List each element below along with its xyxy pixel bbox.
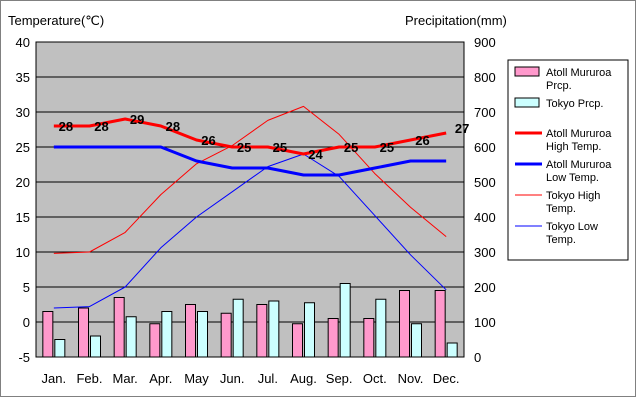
line-tokyo-low — [53, 153, 447, 309]
data-label: 28 — [94, 119, 108, 134]
x-tick-label: Dec. — [433, 371, 460, 386]
right-tick-label: 400 — [474, 210, 496, 225]
left-axis-ticks: 40 35 30 25 20 15 10 5 0 -5 — [16, 35, 30, 365]
right-axis-title: Precipitation(mm) — [405, 13, 507, 28]
bar-atoll-prcp — [327, 318, 339, 358]
data-label: 28 — [59, 119, 73, 134]
bar-tokyo-prcp — [90, 335, 101, 358]
data-label: 25 — [344, 140, 358, 155]
x-tick-label: Mar. — [113, 371, 138, 386]
legend-label-atoll-low: Atoll Mururoa — [546, 159, 612, 171]
bar-atoll-prcp — [256, 304, 268, 358]
left-axis-title: Temperature(℃) — [8, 13, 104, 28]
x-tick-label: Jul. — [258, 371, 278, 386]
legend-swatch-tokyo-prcp — [514, 97, 540, 108]
x-tick-label: Jun. — [220, 371, 245, 386]
legend-label-tokyo-low: Temp. — [546, 234, 576, 246]
bar-atoll-prcp — [292, 323, 303, 358]
left-tick-label: 40 — [16, 35, 30, 50]
data-label: 24 — [308, 147, 323, 162]
left-tick-label: -5 — [18, 350, 30, 365]
data-labels: 28 28 29 28 26 25 25 24 25 25 26 27 — [59, 112, 470, 162]
data-label: 29 — [130, 112, 144, 127]
x-tick-label: Feb. — [76, 371, 102, 386]
bar-tokyo-prcp — [232, 298, 244, 358]
bar-tokyo-prcp — [161, 311, 173, 358]
legend-label-atoll-low: Low Temp. — [546, 172, 599, 184]
x-tick-label: Jan. — [42, 371, 67, 386]
left-tick-label: 15 — [16, 210, 30, 225]
right-tick-label: 200 — [474, 280, 496, 295]
legend-label-tokyo-prcp: Tokyo Prcp. — [546, 98, 603, 110]
bar-atoll-prcp — [399, 290, 410, 358]
legend-label-tokyo-high: Temp. — [546, 203, 576, 215]
x-tick-label: Oct. — [363, 371, 387, 386]
bar-tokyo-prcp — [411, 323, 422, 358]
right-tick-label: 600 — [474, 140, 496, 155]
bar-tokyo-prcp — [125, 316, 137, 358]
data-label: 25 — [273, 140, 287, 155]
legend-box — [507, 59, 629, 261]
data-label: 26 — [415, 133, 429, 148]
bar-atoll-prcp — [113, 297, 125, 358]
right-axis-ticks: 900 800 700 600 500 400 300 200 100 0 — [474, 35, 496, 365]
data-label: 27 — [455, 121, 469, 136]
precipitation-bars — [42, 283, 458, 358]
data-label: 25 — [237, 140, 251, 155]
right-tick-label: 700 — [474, 105, 496, 120]
temperature-lines — [53, 105, 447, 309]
legend-label-atoll-high: Atoll Mururoa — [546, 128, 612, 140]
left-tick-label: 25 — [16, 140, 30, 155]
bar-atoll-prcp — [434, 290, 446, 358]
left-tick-label: 20 — [16, 175, 30, 190]
legend-label-atoll-prcp: Atoll Mururoa — [546, 67, 612, 79]
bar-tokyo-prcp — [268, 300, 280, 358]
left-tick-label: 10 — [16, 245, 30, 260]
right-tick-label: 800 — [474, 70, 496, 85]
bar-atoll-prcp — [42, 311, 54, 358]
line-atoll-high — [53, 117, 447, 156]
legend-label-tokyo-high: Tokyo High — [546, 190, 600, 202]
line-tokyo-high — [53, 105, 447, 254]
right-tick-label: 0 — [474, 350, 481, 365]
bar-tokyo-prcp — [339, 283, 351, 358]
plot-area — [35, 41, 465, 358]
line-atoll-low — [53, 145, 447, 177]
bar-atoll-prcp — [185, 304, 196, 358]
data-label: 28 — [166, 119, 180, 134]
left-tick-label: 5 — [23, 280, 30, 295]
left-tick-label: 30 — [16, 105, 30, 120]
x-tick-label: Nov. — [398, 371, 424, 386]
left-tick-label: 35 — [16, 70, 30, 85]
bar-tokyo-prcp — [446, 342, 458, 358]
x-tick-label: Apr. — [149, 371, 172, 386]
legend-label-tokyo-low: Tokyo Low — [546, 221, 598, 233]
x-tick-label: Aug. — [290, 371, 317, 386]
x-tick-label: May — [184, 371, 209, 386]
legend-label-atoll-high: High Temp. — [546, 141, 601, 153]
bar-tokyo-prcp — [197, 311, 208, 358]
legend-label-atoll-prcp: Prcp. — [546, 80, 572, 92]
bar-atoll-prcp — [149, 323, 161, 358]
bar-atoll-prcp — [78, 307, 89, 358]
x-axis-ticks: Jan. Feb. Mar. Apr. May Jun. Jul. Aug. Sep. Oct. N… — [42, 371, 460, 386]
bar-tokyo-prcp — [375, 298, 387, 358]
right-tick-label: 500 — [474, 175, 496, 190]
right-tick-label: 900 — [474, 35, 496, 50]
bar-atoll-prcp — [363, 318, 375, 358]
bar-tokyo-prcp — [54, 339, 66, 358]
bar-tokyo-prcp — [304, 302, 315, 358]
left-tick-label: 0 — [23, 315, 30, 330]
legend-swatch-atoll-prcp — [514, 66, 540, 77]
data-label: 26 — [201, 133, 215, 148]
right-tick-label: 100 — [474, 315, 496, 330]
x-tick-label: Sep. — [326, 371, 353, 386]
bar-atoll-prcp — [220, 312, 232, 358]
right-tick-label: 300 — [474, 245, 496, 260]
data-label: 25 — [380, 140, 394, 155]
